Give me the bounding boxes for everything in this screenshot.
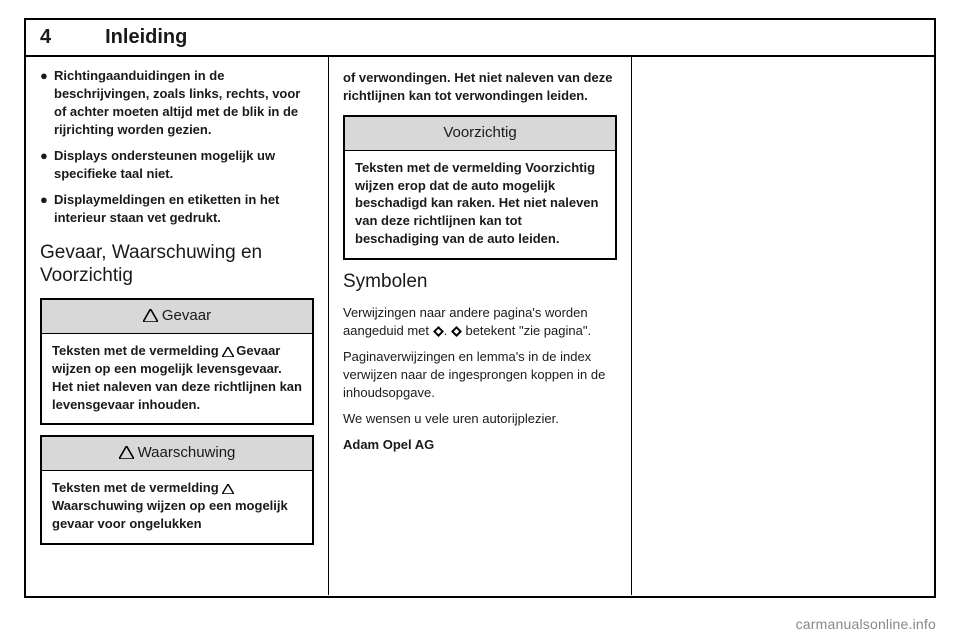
page-number: 4 bbox=[40, 26, 51, 49]
bullet-dot-icon: ● bbox=[40, 147, 54, 183]
bullet-item: ● Richtingaanduidingen in de beschrijvin… bbox=[40, 67, 314, 139]
bullet-text: Richtingaanduidingen in de beschrijvinge… bbox=[54, 67, 314, 139]
reference-symbol-icon bbox=[433, 323, 444, 338]
callout-text-bold: Gevaar bbox=[236, 343, 280, 358]
warning-triangle-icon bbox=[143, 306, 158, 327]
callout-title: Gevaar bbox=[162, 306, 211, 327]
callout-body-voorzichtig: Teksten met de vermelding Voorzichtig wi… bbox=[345, 151, 615, 259]
callout-title: Voorzichtig bbox=[443, 123, 516, 144]
sym-text: betekent "zie pagina". bbox=[462, 323, 591, 338]
bullet-dot-icon: ● bbox=[40, 191, 54, 227]
callout-header-gevaar: Gevaar bbox=[42, 300, 312, 334]
waarschuwing-continuation: of verwondingen. Het niet naleven van de… bbox=[343, 69, 617, 105]
bullet-text: Displays ondersteunen mogelijk uw specif… bbox=[54, 147, 314, 183]
warning-triangle-icon bbox=[119, 443, 134, 464]
callout-body-waarschuwing: Teksten met de vermelding Waarschuwing w… bbox=[42, 471, 312, 543]
symbolen-paragraph-1: Verwijzingen naar andere pagina's worden… bbox=[343, 304, 617, 340]
warning-triangle-icon bbox=[222, 342, 234, 360]
symbolen-paragraph-2: Paginaverwijzingen en lemma's in de inde… bbox=[343, 348, 617, 402]
callout-text-bold: Waarschuwing bbox=[52, 498, 143, 513]
callout-body-gevaar: Teksten met de vermelding Gevaar wijzen … bbox=[42, 334, 312, 424]
page-title: Inleiding bbox=[105, 26, 187, 49]
callout-title: Waarschuwing bbox=[138, 443, 236, 464]
callout-text: wijzen op een mogelijk levensgevaar. Het… bbox=[52, 361, 302, 412]
section-heading-gvw: Gevaar, Waarschuwing en Voorzichtig bbox=[40, 241, 314, 289]
page-header: 4 Inleiding bbox=[26, 20, 934, 57]
manufacturer-signature: Adam Opel AG bbox=[343, 436, 617, 454]
warning-triangle-icon bbox=[222, 479, 234, 497]
bullet-item: ● Displays ondersteunen mogelijk uw spec… bbox=[40, 147, 314, 183]
watermark-footer: carmanualsonline.info bbox=[796, 616, 936, 632]
section-heading-symbolen: Symbolen bbox=[343, 270, 617, 294]
callout-header-voorzichtig: Voorzichtig bbox=[345, 117, 615, 151]
columns: ● Richtingaanduidingen in de beschrijvin… bbox=[26, 57, 934, 595]
column-3 bbox=[631, 57, 934, 595]
manual-page: 4 Inleiding ● Richtingaanduidingen in de… bbox=[24, 18, 936, 598]
column-1: ● Richtingaanduidingen in de beschrijvin… bbox=[26, 57, 328, 595]
bullet-text: Displaymeldingen en etiketten in het int… bbox=[54, 191, 314, 227]
bullet-dot-icon: ● bbox=[40, 67, 54, 139]
callout-text: Teksten met de vermelding bbox=[52, 343, 222, 358]
bullet-item: ● Displaymeldingen en etiketten in het i… bbox=[40, 191, 314, 227]
sym-text: . bbox=[444, 323, 451, 338]
callout-gevaar: Gevaar Teksten met de vermelding Gevaar … bbox=[40, 298, 314, 425]
column-2: of verwondingen. Het niet naleven van de… bbox=[328, 57, 631, 595]
callout-header-waarschuwing: Waarschuwing bbox=[42, 437, 312, 471]
symbolen-paragraph-3: We wensen u vele uren autorijplezier. bbox=[343, 410, 617, 428]
reference-symbol-icon bbox=[451, 323, 462, 338]
callout-waarschuwing: Waarschuwing Teksten met de vermelding W… bbox=[40, 435, 314, 545]
callout-text: Teksten met de vermelding bbox=[52, 480, 222, 495]
bullet-list: ● Richtingaanduidingen in de beschrijvin… bbox=[40, 67, 314, 227]
callout-voorzichtig: Voorzichtig Teksten met de vermelding Vo… bbox=[343, 115, 617, 260]
